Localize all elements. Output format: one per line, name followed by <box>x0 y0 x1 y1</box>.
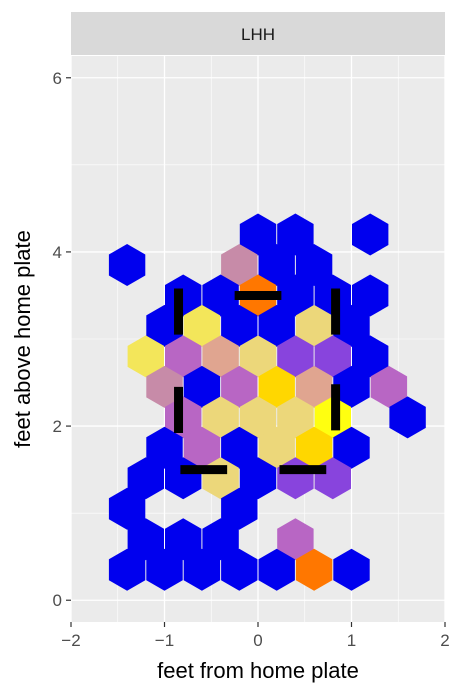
hexbin-cell <box>127 335 164 378</box>
hexbin-cell <box>258 244 295 286</box>
x-tick-label: −1 <box>155 631 174 650</box>
strike-zone-segments <box>174 288 341 475</box>
hexbin-cell <box>258 304 295 347</box>
hexbin-cell <box>183 365 221 408</box>
hexbin-cell <box>277 396 314 439</box>
hexbin-cell <box>146 365 183 408</box>
hexbin-cell <box>239 396 277 439</box>
hexbin-cell <box>165 335 202 378</box>
hexbin-cells <box>108 213 426 591</box>
hexbin-cell <box>370 365 408 408</box>
hexbin-cell <box>202 274 239 317</box>
hexbin-cell <box>127 518 164 561</box>
hexbin-cell <box>183 304 221 347</box>
x-tick-label: −2 <box>61 631 80 650</box>
hexbin-cell <box>333 426 370 469</box>
x-tick-label: 2 <box>440 631 449 650</box>
hexbin-cell <box>239 335 277 378</box>
hexbin-cell <box>295 244 333 286</box>
facet-strip <box>71 12 445 55</box>
hexbin-cell <box>146 304 183 347</box>
hexbin-cell <box>108 244 146 286</box>
hexbin-cell <box>221 244 258 286</box>
hexbin-cell <box>146 548 183 591</box>
hexbin-cell <box>295 426 333 469</box>
facet-strip-label: LHH <box>241 25 275 44</box>
hexbin-cell <box>165 518 202 561</box>
hexbin-cell <box>314 335 351 378</box>
hexbin-cell <box>333 304 370 347</box>
hexbin-cell <box>221 304 258 347</box>
hexbin-cell <box>108 548 146 591</box>
hexbin-cell <box>239 213 277 256</box>
hexbin-cell <box>295 548 333 591</box>
hexbin-cell <box>389 396 426 439</box>
hexbin-cell <box>221 487 258 530</box>
y-tick-label: 6 <box>53 69 62 88</box>
hexbin-cell <box>258 426 295 469</box>
hexbin-cell <box>258 365 295 408</box>
y-axis: 0 2 4 6 <box>53 69 71 610</box>
hexbin-cell <box>352 335 389 378</box>
hexbin-cell <box>127 457 164 500</box>
hexbin-cell <box>295 304 333 347</box>
hexbin-cell <box>202 518 239 561</box>
hexbin-cell <box>352 274 389 317</box>
hexbin-cell <box>352 213 389 256</box>
x-tick-label: 1 <box>347 631 356 650</box>
hexbin-cell <box>221 426 258 469</box>
hexbin-cell <box>239 457 277 500</box>
hexbin-cell <box>221 548 258 591</box>
x-axis: −2 −1 0 1 2 <box>61 622 450 650</box>
hexbin-cell <box>277 274 314 317</box>
hexbin-cell <box>277 335 314 378</box>
hexbin-cell <box>202 396 239 439</box>
x-tick-label: 0 <box>253 631 262 650</box>
hexbin-cell <box>258 548 295 591</box>
hexbin-cell <box>295 365 333 408</box>
hexbin-cell <box>277 213 314 256</box>
hexbin-cell <box>277 518 314 561</box>
hexbin-cell <box>333 548 370 591</box>
hexbin-cell <box>221 365 258 408</box>
y-axis-title: feet above home plate <box>10 230 35 448</box>
y-tick-label: 2 <box>53 417 62 436</box>
hexbin-cell <box>183 548 221 591</box>
hexbin-cell <box>333 365 370 408</box>
hexbin-cell <box>108 487 146 530</box>
x-axis-title: feet from home plate <box>157 658 359 683</box>
hexbin-cell <box>146 426 183 469</box>
y-tick-label: 0 <box>53 591 62 610</box>
y-tick-label: 4 <box>53 243 62 262</box>
hexbin-cell <box>202 335 239 378</box>
hexbin-cell <box>183 426 221 469</box>
